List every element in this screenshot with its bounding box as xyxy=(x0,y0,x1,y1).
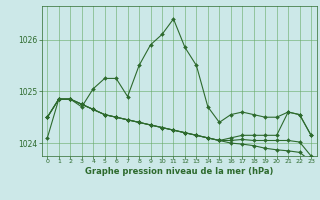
X-axis label: Graphe pression niveau de la mer (hPa): Graphe pression niveau de la mer (hPa) xyxy=(85,167,273,176)
